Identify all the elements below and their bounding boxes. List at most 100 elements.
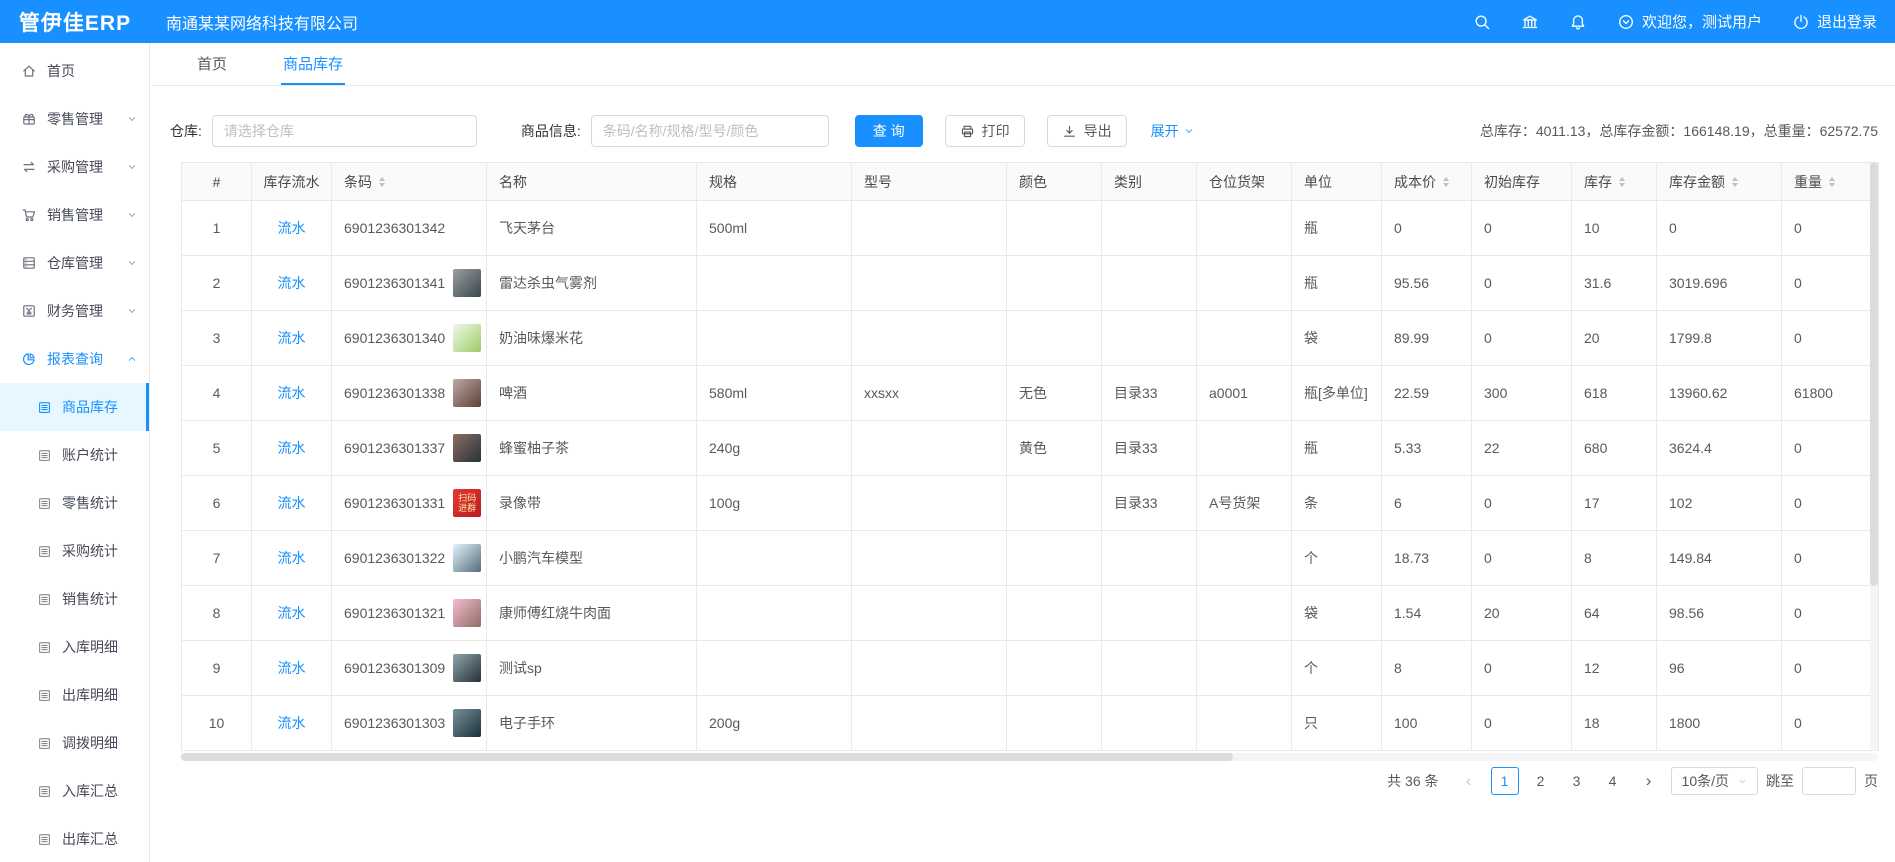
cell-unit: 瓶	[1291, 420, 1382, 476]
sidebar-subitem-outbound-detail[interactable]: 出库明细	[0, 671, 149, 719]
horizontal-scrollbar[interactable]	[181, 753, 1878, 761]
cell-category	[1101, 310, 1197, 366]
next-page-button[interactable]: ›	[1645, 771, 1652, 790]
flow-link[interactable]: 流水	[277, 330, 306, 346]
export-button[interactable]: 导出	[1046, 115, 1127, 147]
menu-label: 销售统计	[62, 591, 118, 607]
cell-color	[1006, 310, 1102, 366]
report-icon	[21, 351, 37, 367]
column-header-flow: 库存流水	[251, 162, 332, 201]
vertical-scrollbar[interactable]	[1870, 162, 1878, 751]
sidebar-item-reports[interactable]: 报表查询	[0, 335, 149, 383]
warehouse-icon	[21, 255, 37, 271]
column-header-barcode[interactable]: 条码	[331, 162, 487, 201]
cell-shelf	[1196, 310, 1292, 366]
cell-spec: 100g	[696, 475, 852, 531]
cell-stock: 20	[1571, 310, 1657, 366]
cell-color	[1006, 255, 1102, 311]
cell-amount: 96	[1656, 640, 1782, 696]
cell-category	[1101, 585, 1197, 641]
chevron-down-icon	[127, 306, 137, 316]
sidebar-item-sales[interactable]: 销售管理	[0, 191, 149, 239]
cell-category: 目录33	[1101, 365, 1197, 421]
cell-model	[851, 310, 1007, 366]
page-button-2[interactable]: 2	[1536, 773, 1545, 789]
column-header-stock[interactable]: 库存	[1571, 162, 1657, 201]
sidebar-subitem-retail-stats[interactable]: 零售统计	[0, 479, 149, 527]
topbar-actions: 欢迎您，测试用户 退出登录	[1473, 11, 1895, 32]
sidebar-subitem-inbound-detail[interactable]: 入库明细	[0, 623, 149, 671]
cell-color	[1006, 475, 1102, 531]
cell-stock: 18	[1571, 695, 1657, 751]
doc-icon	[37, 400, 52, 415]
sidebar-subitem-product-inventory[interactable]: 商品库存	[0, 383, 149, 431]
column-header-spec: 规格	[696, 162, 852, 201]
flow-link[interactable]: 流水	[277, 605, 306, 621]
tab-home[interactable]: 首页	[197, 55, 228, 73]
page-button-1[interactable]: 1	[1490, 767, 1519, 795]
page-button-4[interactable]: 4	[1608, 773, 1617, 789]
cell-cost: 100	[1381, 695, 1472, 751]
cell-model	[851, 585, 1007, 641]
vertical-scrollbar-thumb[interactable]	[1870, 162, 1878, 587]
column-header-cost[interactable]: 成本价	[1381, 162, 1472, 201]
column-header-shelf: 仓位货架	[1196, 162, 1292, 201]
user-menu[interactable]: 欢迎您，测试用户	[1617, 11, 1762, 32]
sidebar-subitem-outbound-summary[interactable]: 出库汇总	[0, 815, 149, 862]
cell-initial-stock: 0	[1471, 255, 1572, 311]
cell-amount: 149.84	[1656, 530, 1782, 586]
tab-inventory[interactable]: 商品库存	[281, 43, 346, 85]
print-button[interactable]: 打印	[944, 115, 1025, 147]
column-header-amount[interactable]: 库存金额	[1656, 162, 1782, 201]
sidebar-subitem-sales-stats[interactable]: 销售统计	[0, 575, 149, 623]
search-icon[interactable]	[1473, 13, 1491, 31]
flow-link[interactable]: 流水	[277, 220, 306, 236]
logout-button[interactable]: 退出登录	[1792, 11, 1877, 32]
sidebar-subitem-account-stats[interactable]: 账户统计	[0, 431, 149, 479]
table-row: 7 流水 6901236301322 小鹏汽车模型个 18.73 0 8 149.84 0	[181, 530, 1879, 586]
expand-toggle[interactable]: 展开	[1151, 121, 1194, 141]
column-header-weight[interactable]: 重量	[1781, 162, 1879, 201]
page-size-select[interactable]: 10条/页	[1670, 767, 1758, 795]
sidebar-item-retail[interactable]: 零售管理	[0, 95, 149, 143]
warehouse-select[interactable]	[211, 115, 477, 147]
cell-cost: 8	[1381, 640, 1472, 696]
cell-index: 8	[181, 585, 252, 641]
sidebar-item-purchase[interactable]: 采购管理	[0, 143, 149, 191]
bank-icon[interactable]	[1521, 13, 1539, 31]
menu-label: 出库汇总	[62, 831, 118, 847]
search-button[interactable]: 查 询	[854, 115, 923, 147]
cell-spec: 580ml	[696, 365, 852, 421]
prev-page-button[interactable]: ‹	[1465, 771, 1472, 790]
cell-model	[851, 640, 1007, 696]
sidebar-item-finance[interactable]: 财务管理	[0, 287, 149, 335]
sidebar-subitem-transfer-detail[interactable]: 调拨明细	[0, 719, 149, 767]
cell-barcode: 6901236301331 扫码进群	[331, 475, 487, 531]
flow-link[interactable]: 流水	[277, 440, 306, 456]
sidebar-item-warehouse[interactable]: 仓库管理	[0, 239, 149, 287]
sidebar-subitem-purchase-stats[interactable]: 采购统计	[0, 527, 149, 575]
flow-link[interactable]: 流水	[277, 275, 306, 291]
flow-link[interactable]: 流水	[277, 660, 306, 676]
cell-flow: 流水	[251, 255, 332, 311]
cell-color	[1006, 640, 1102, 696]
horizontal-scrollbar-thumb[interactable]	[181, 753, 1234, 761]
sidebar-subitem-inbound-summary[interactable]: 入库汇总	[0, 767, 149, 815]
product-info-input[interactable]	[590, 115, 829, 147]
jump-label: 跳至	[1766, 773, 1794, 789]
cell-category: 目录33	[1101, 475, 1197, 531]
tabbar: 首页 商品库存	[151, 43, 1895, 86]
table-row: 1 流水 6901236301342 飞天茅台 500ml 瓶 0 0 10 0 0	[181, 200, 1879, 256]
jump-page-input[interactable]	[1802, 767, 1856, 795]
flow-link[interactable]: 流水	[277, 385, 306, 401]
product-thumbnail	[453, 434, 482, 462]
cell-amount: 1799.8	[1656, 310, 1782, 366]
sidebar-item-home[interactable]: 首页	[0, 47, 149, 95]
cell-name: 小鹏汽车模型	[486, 530, 697, 586]
flow-link[interactable]: 流水	[277, 715, 306, 731]
menu-label: 入库明细	[62, 639, 118, 655]
flow-link[interactable]: 流水	[277, 550, 306, 566]
page-button-3[interactable]: 3	[1572, 773, 1581, 789]
flow-link[interactable]: 流水	[277, 495, 306, 511]
notification-bell-icon[interactable]	[1569, 13, 1587, 31]
